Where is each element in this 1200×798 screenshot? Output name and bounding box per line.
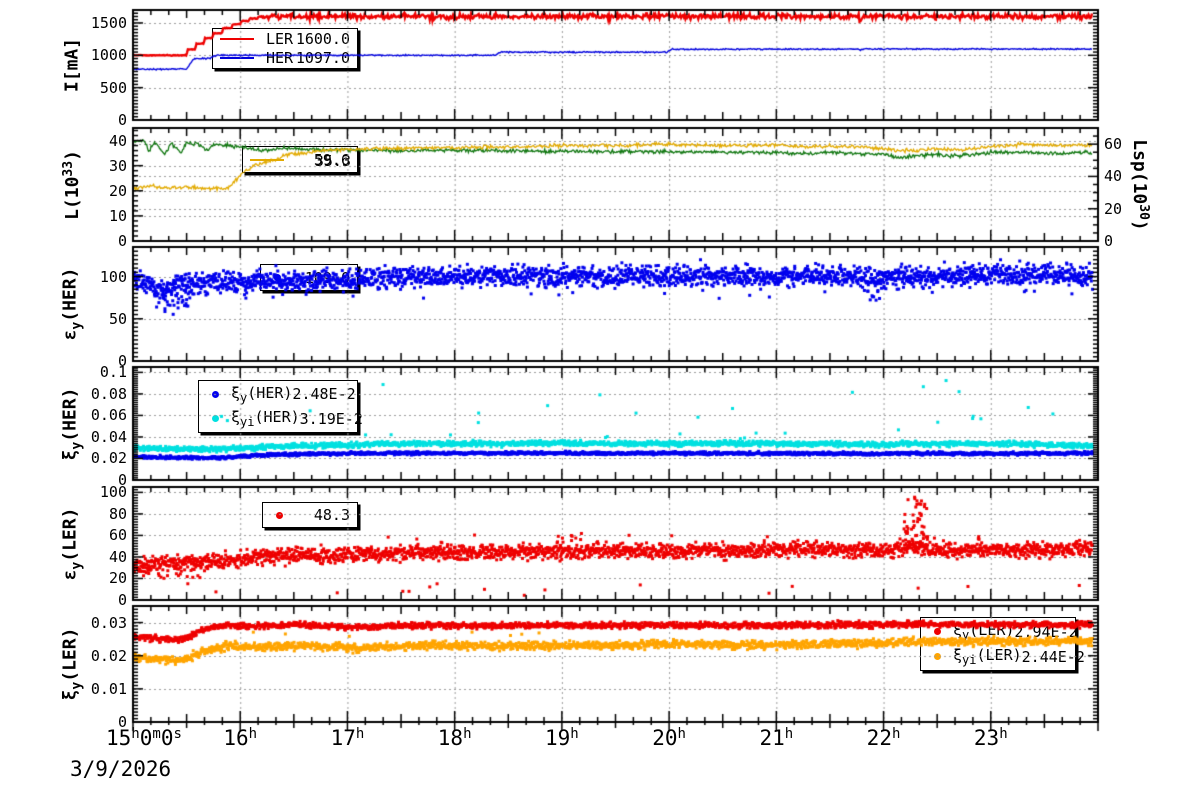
date-label: 3/9/2026 [70, 757, 172, 781]
